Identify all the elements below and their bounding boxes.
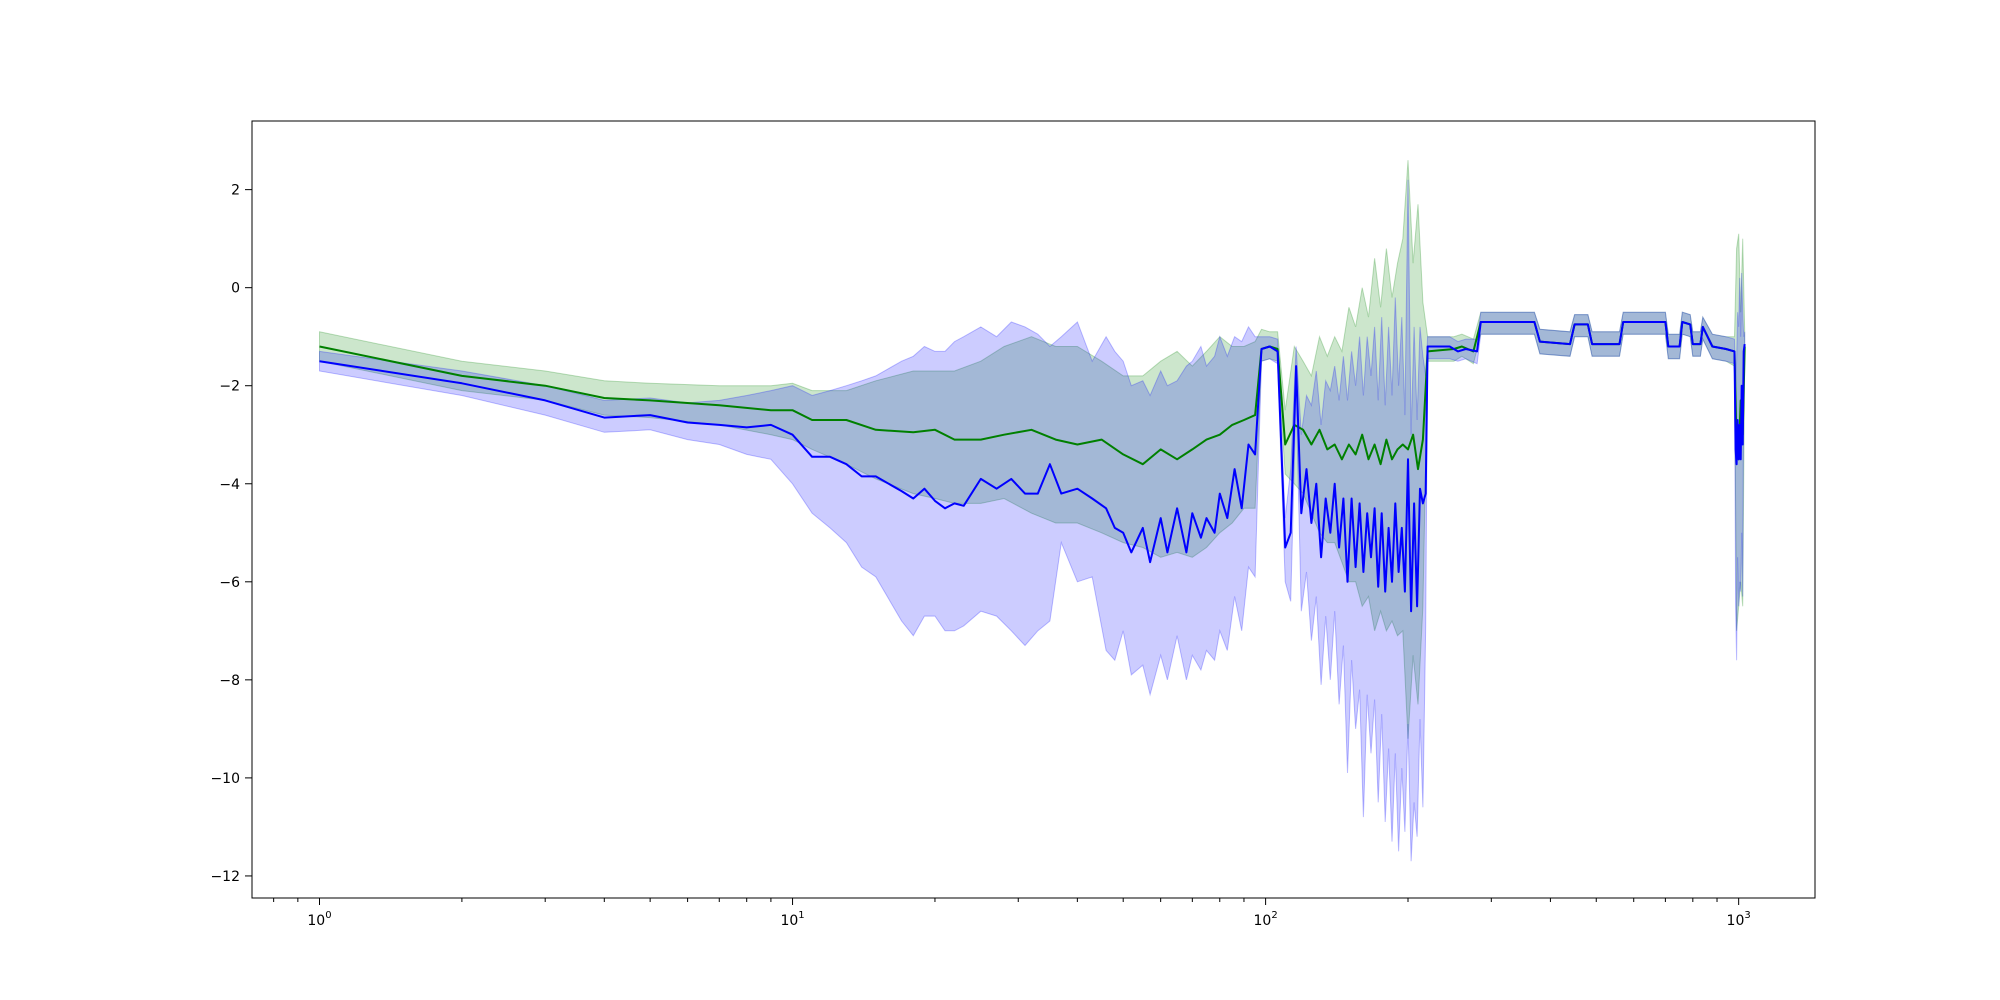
y-tick-label: −4 bbox=[219, 477, 240, 493]
series-lines bbox=[319, 321, 1746, 613]
y-tick-label: 0 bbox=[231, 281, 240, 297]
x-tick-label: 100 bbox=[307, 910, 331, 929]
y-tick-label: −12 bbox=[210, 869, 240, 885]
y-tick-label: −10 bbox=[210, 771, 240, 787]
y-axis: 2 0 −2 −4 −6 −8 −10 −12 bbox=[210, 183, 252, 885]
confidence-bands bbox=[319, 160, 1746, 862]
x-axis: 100 101 102 103 bbox=[273, 898, 1751, 929]
x-tick-label: 102 bbox=[1254, 910, 1278, 929]
y-tick-label: −8 bbox=[219, 673, 240, 689]
x-tick-label: 103 bbox=[1727, 910, 1751, 929]
series-2-line bbox=[319, 321, 1746, 613]
y-tick-label: 2 bbox=[231, 183, 240, 199]
series-2-band bbox=[319, 179, 1746, 862]
plot-frame bbox=[251, 120, 1816, 899]
x-tick-label: 101 bbox=[780, 910, 804, 929]
y-tick-label: −2 bbox=[219, 379, 240, 395]
y-tick-label: −6 bbox=[219, 575, 240, 591]
